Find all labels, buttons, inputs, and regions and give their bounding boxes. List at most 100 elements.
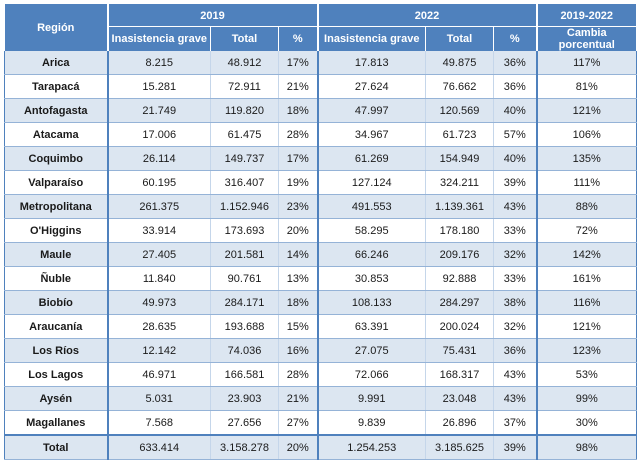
cell-total-2022: 200.024 [425,314,494,339]
cell-pct-2019: 17% [278,146,318,171]
cell-region: Aysén [4,386,108,411]
cell-total-2019: 27.656 [210,410,279,436]
total-row: Total 633.414 3.158.278 20% 1.254.253 3.185.6… [4,434,637,460]
cell-inasistencia-2019: 60.195 [106,170,211,195]
cell-pct-2019: 27% [278,410,318,436]
table-row: Maule 27.405 201.581 14% 66.246 209.176 32% 142… [4,242,637,267]
cell-total-2022: 23.048 [425,386,494,411]
cell-total-2019: 61.475 [210,122,279,147]
cell-region: Antofagasta [4,98,108,123]
table-row: Metropolitana 261.375 1.152.946 23% 491.553 1… [4,194,637,219]
cell-total-2022: 168.317 [425,362,494,387]
cell-region: Total [4,434,108,460]
cell-total-2022: 49.875 [425,51,494,75]
cell-pct-2022: 43% [493,386,537,411]
cell-inasistencia-2022: 47.997 [316,98,426,123]
cell-total-2022: 120.569 [425,98,494,123]
header-total-2019: Total [210,26,279,51]
cell-total-2022: 61.723 [425,122,494,147]
cell-cambio-porcentual: 111% [535,170,637,195]
cell-region: Maule [4,242,108,267]
cell-total-2019: 23.903 [210,386,279,411]
cell-pct-2019: 20% [278,434,318,460]
cell-cambio-porcentual: 106% [535,122,637,147]
cell-pct-2022: 36% [493,74,537,99]
cell-total-2022: 76.662 [425,74,494,99]
cell-region: Los Lagos [4,362,108,387]
cell-pct-2019: 18% [278,98,318,123]
table-row: Magallanes 7.568 27.656 27% 9.839 26.896 37% 30… [4,410,637,436]
cell-inasistencia-2019: 33.914 [106,218,211,243]
cell-cambio-porcentual: 72% [535,218,637,243]
data-table-container: Región 2019 2022 2019-2022 Inasistencia … [4,4,637,460]
cell-pct-2022: 36% [493,51,537,75]
table-row: Antofagasta 21.749 119.820 18% 47.997 120.569… [4,98,637,123]
cell-cambio-porcentual: 123% [535,338,637,363]
cell-total-2022: 92.888 [425,266,494,291]
table-row: Araucanía 28.635 193.688 15% 63.391 200.024 32… [4,314,637,339]
table-row: Arica 8.215 48.912 17% 17.813 49.875 36% 117% [4,51,637,75]
header-change-period: 2019-2022 [535,4,637,27]
header-year-2022: 2022 [316,4,537,27]
table-row: Biobío 49.973 284.171 18% 108.133 284.297 38% 1… [4,290,637,315]
cell-inasistencia-2022: 17.813 [316,51,426,75]
cell-total-2019: 3.158.278 [210,434,279,460]
cell-total-2022: 1.139.361 [425,194,494,219]
table-row: Valparaíso 60.195 316.407 19% 127.124 324.211… [4,170,637,195]
cell-pct-2022: 39% [493,170,537,195]
cell-total-2019: 173.693 [210,218,279,243]
cell-total-2019: 1.152.946 [210,194,279,219]
cell-inasistencia-2019: 633.414 [106,434,211,460]
cell-inasistencia-2022: 1.254.253 [316,434,426,460]
cell-cambio-porcentual: 117% [535,51,637,75]
cell-cambio-porcentual: 98% [535,434,637,460]
cell-total-2019: 74.036 [210,338,279,363]
header-inasistencia-2022: Inasistencia grave [316,26,426,51]
cell-total-2019: 90.761 [210,266,279,291]
cell-pct-2022: 37% [493,410,537,436]
header-inasistencia-2019: Inasistencia grave [106,26,211,51]
cell-pct-2022: 43% [493,362,537,387]
cell-pct-2022: 40% [493,146,537,171]
cell-pct-2019: 23% [278,194,318,219]
cell-inasistencia-2022: 34.967 [316,122,426,147]
cell-inasistencia-2019: 17.006 [106,122,211,147]
cell-pct-2022: 32% [493,314,537,339]
cell-inasistencia-2019: 11.840 [106,266,211,291]
cell-inasistencia-2022: 58.295 [316,218,426,243]
cell-pct-2022: 39% [493,434,537,460]
cell-total-2022: 3.185.625 [425,434,494,460]
cell-pct-2019: 18% [278,290,318,315]
cell-region: Coquimbo [4,146,108,171]
cell-cambio-porcentual: 99% [535,386,637,411]
header-pct-2019: % [278,26,318,51]
cell-inasistencia-2022: 27.075 [316,338,426,363]
cell-cambio-porcentual: 121% [535,314,637,339]
cell-cambio-porcentual: 116% [535,290,637,315]
header-cambio-porcentual: Cambia porcentual [535,26,637,51]
cell-cambio-porcentual: 30% [535,410,637,436]
cell-pct-2019: 21% [278,74,318,99]
cell-pct-2022: 43% [493,194,537,219]
cell-inasistencia-2019: 49.973 [106,290,211,315]
cell-total-2022: 324.211 [425,170,494,195]
cell-total-2022: 154.949 [425,146,494,171]
cell-region: Atacama [4,122,108,147]
cell-cambio-porcentual: 88% [535,194,637,219]
cell-inasistencia-2019: 5.031 [106,386,211,411]
cell-inasistencia-2022: 108.133 [316,290,426,315]
cell-pct-2022: 33% [493,218,537,243]
cell-region: Metropolitana [4,194,108,219]
table-row: Ñuble 11.840 90.761 13% 30.853 92.888 33% 161% [4,266,637,291]
cell-inasistencia-2019: 21.749 [106,98,211,123]
cell-inasistencia-2019: 15.281 [106,74,211,99]
table-body: Arica 8.215 48.912 17% 17.813 49.875 36% 117% Ta… [4,51,637,460]
cell-region: Valparaíso [4,170,108,195]
header-pct-2022: % [493,26,537,51]
cell-region: Ñuble [4,266,108,291]
cell-pct-2022: 57% [493,122,537,147]
cell-pct-2019: 13% [278,266,318,291]
header-total-2022: Total [425,26,494,51]
data-table: Región 2019 2022 2019-2022 Inasistencia … [4,4,637,460]
table-header: Región 2019 2022 2019-2022 Inasistencia … [4,4,637,51]
